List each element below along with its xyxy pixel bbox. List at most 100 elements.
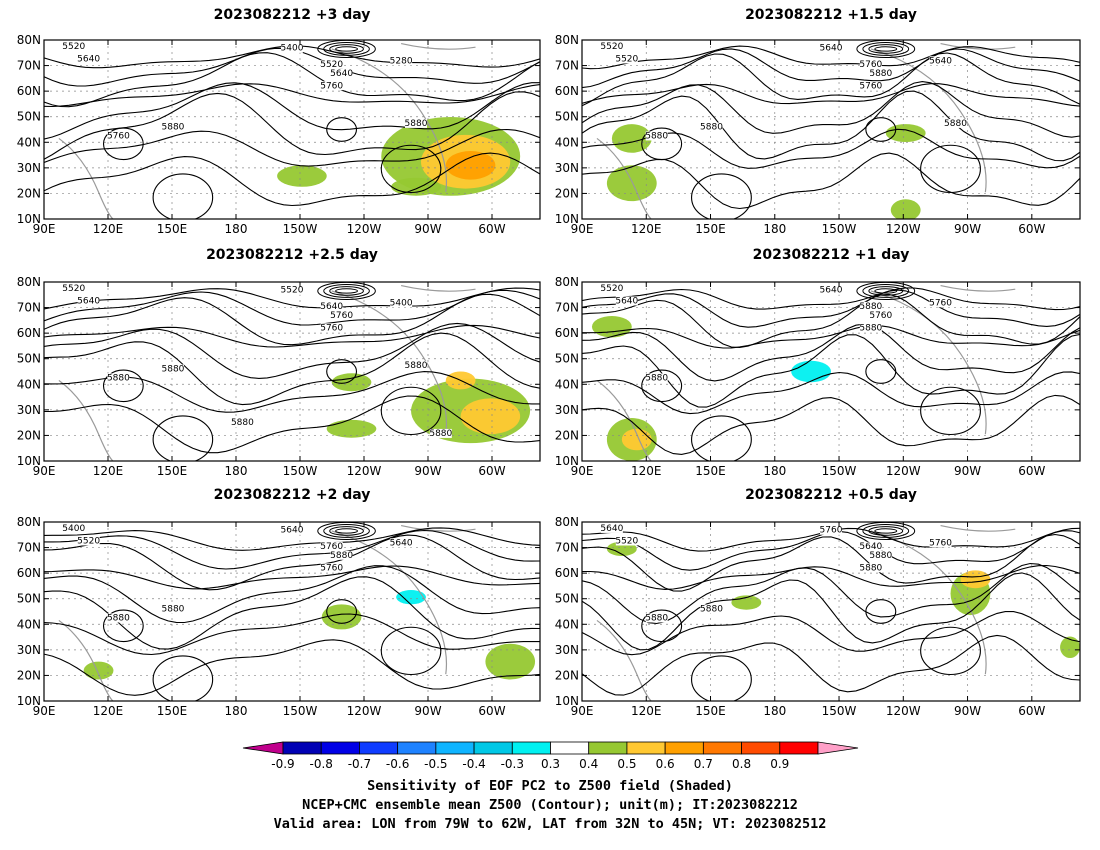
contour-line <box>44 639 540 696</box>
contour-loop <box>326 117 358 142</box>
lon-tick-label: 60W <box>478 464 505 478</box>
colorbar-swatch <box>741 741 781 755</box>
contour-label: 5760 <box>320 323 343 333</box>
contour-loop <box>102 369 144 403</box>
lat-tick-label: 30N <box>17 403 41 417</box>
lon-tick-label: 120W <box>886 222 921 236</box>
lat-tick-label: 60N <box>17 326 41 340</box>
contour-line <box>582 394 1080 455</box>
contour-label: 5520 <box>77 536 100 546</box>
lat-tick-label: 10N <box>17 454 41 468</box>
contour-loop <box>920 144 981 194</box>
map-panel: 2023082212 +0.5 day564055205760576056405… <box>555 487 1081 718</box>
shaded-region <box>326 419 377 438</box>
contour-loop <box>329 44 364 54</box>
lon-tick-label: 60W <box>1018 704 1045 718</box>
shaded-region <box>606 165 657 202</box>
colorbar-extend-high <box>817 741 859 755</box>
lon-tick-label: 150W <box>283 704 318 718</box>
shaded-region <box>83 661 114 680</box>
contour-loop <box>335 46 358 52</box>
contour-loop <box>920 386 981 436</box>
contour-loop <box>323 524 370 538</box>
colorbar-swatch <box>702 741 742 755</box>
contour-loop <box>326 599 358 624</box>
colorbar-swatch <box>320 741 360 755</box>
contour-loop <box>691 173 752 219</box>
lon-tick-label: 150E <box>157 222 188 236</box>
lon-tick-label: 150E <box>157 704 188 718</box>
contour-loop <box>868 44 904 54</box>
lat-tick-label: 70N <box>555 301 579 315</box>
contour-label: 5640 <box>390 538 413 548</box>
contour-label: 5880 <box>869 551 892 561</box>
contour-label: 5880 <box>107 613 130 623</box>
contour-loop <box>691 415 752 461</box>
contour-label: 5760 <box>859 60 882 70</box>
lat-tick-label: 50N <box>17 352 41 366</box>
lat-tick-label: 70N <box>555 541 579 555</box>
contour-line <box>44 293 540 346</box>
lat-tick-label: 30N <box>17 161 41 175</box>
contour-label: 5520 <box>600 284 623 294</box>
contour-loop <box>335 528 358 534</box>
coastline <box>58 619 119 701</box>
contour-loop <box>329 286 364 296</box>
contour-label: 5640 <box>330 69 353 79</box>
contour-line <box>44 576 540 650</box>
lat-tick-label: 40N <box>17 377 41 391</box>
colorbar-swatch <box>664 741 704 755</box>
contour-label: 5880 <box>859 302 882 312</box>
contour-label: 5760 <box>869 311 892 321</box>
contour-label: 5760 <box>320 542 343 552</box>
lat-tick-label: 50N <box>555 592 579 606</box>
lon-tick-label: 180 <box>763 464 786 478</box>
contour-label: 5880 <box>700 123 723 133</box>
lat-tick-label: 30N <box>555 403 579 417</box>
contour-label: 5880 <box>944 119 967 129</box>
contour-label: 5400 <box>390 298 413 308</box>
colorbar-tick-label: 0.9 <box>770 757 789 771</box>
contour-loop <box>920 626 981 676</box>
lon-tick-label: 90E <box>571 464 594 478</box>
shaded-region <box>591 316 632 338</box>
contour-label: 5760 <box>929 538 952 548</box>
contour-line <box>44 613 540 656</box>
lon-tick-label: 120W <box>886 464 921 478</box>
contour-loop <box>641 609 683 643</box>
contour-label: 5640 <box>600 524 623 534</box>
lat-tick-label: 20N <box>17 186 41 200</box>
lat-tick-label: 60N <box>555 326 579 340</box>
contour-line <box>582 52 1080 107</box>
lon-tick-label: 150E <box>157 464 188 478</box>
contour-loop <box>335 288 358 294</box>
panel-frame <box>581 281 1081 462</box>
shaded-region <box>890 199 921 219</box>
panel-title: 2023082212 +0.5 day <box>745 487 917 503</box>
contour-loop <box>152 655 214 701</box>
lon-tick-label: 150W <box>822 704 857 718</box>
contour-line <box>582 564 1080 590</box>
panel-title: 2023082212 +1 day <box>753 247 910 263</box>
contour-label: 5880 <box>162 365 185 375</box>
contour-loop <box>874 528 898 534</box>
colorbar: -0.9 -0.8 -0.7 -0.6 -0.5 -0.4 -0.3 0.3 0.4 0.5 0.6… <box>242 741 859 771</box>
map-panel: 2023082212 +1 day 55205640564057605880576… <box>555 247 1081 478</box>
contour-line <box>44 534 540 591</box>
coastline <box>400 524 476 532</box>
lon-tick-label: 180 <box>763 704 786 718</box>
contour-loop <box>152 173 214 219</box>
lat-tick-label: 10N <box>17 212 41 226</box>
lat-tick-label: 80N <box>555 515 579 529</box>
contour-line <box>582 83 1080 107</box>
contour-loop <box>865 359 897 384</box>
shaded-region <box>331 373 372 392</box>
panel-frame <box>43 281 541 462</box>
contour-label: 5760 <box>320 81 343 91</box>
colorbar-tick-label: -0.7 <box>348 757 371 771</box>
caption-line-3: Valid area: LON from 79W to 62W, LAT fro… <box>274 816 827 832</box>
